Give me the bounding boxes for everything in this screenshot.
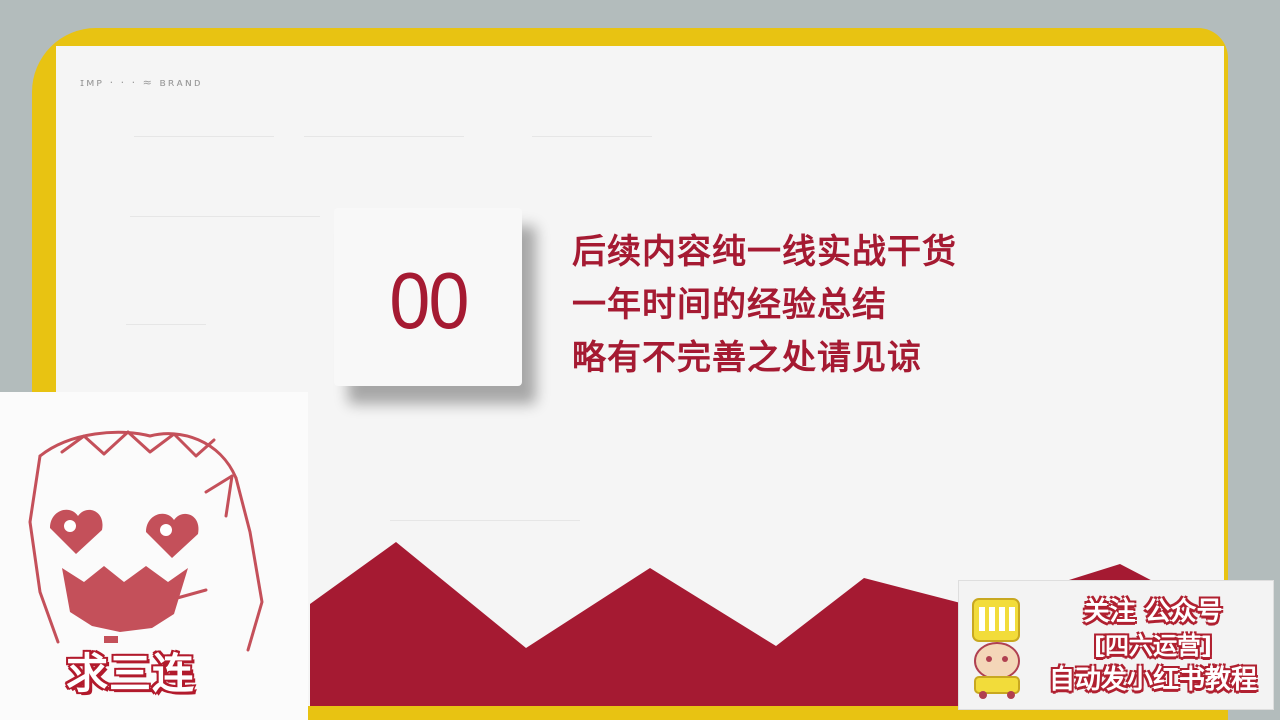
promo-panel: 关注 公众号 [四六运营] 自动发小红书教程 — [958, 580, 1274, 710]
promo-text-block: 关注 公众号 [四六运营] 自动发小红书教程 — [1035, 595, 1271, 697]
promo-line-2: [四六运营] — [1094, 632, 1212, 660]
mascot-panel: 求三连 — [0, 392, 308, 720]
promo-line-3: 自动发小红书教程 — [1048, 665, 1257, 695]
decorative-rule — [134, 136, 274, 137]
tagline-line-3: 略有不完善之处请见谅 — [572, 338, 922, 378]
decorative-rule — [532, 136, 652, 137]
cartoon-character-icon — [972, 598, 1020, 699]
decorative-rule — [130, 216, 320, 217]
section-number-card: 00 — [334, 208, 522, 386]
decorative-rule — [126, 324, 206, 325]
section-number: 00 — [388, 256, 469, 345]
anime-girl-mascot-icon — [28, 430, 264, 652]
tagline-block: 后续内容纯一线实战干货 一年时间的经验总结 略有不完善之处请见谅 — [572, 226, 957, 385]
cta-caption: 求三连 — [64, 648, 196, 700]
decorative-rule — [304, 136, 464, 137]
decorative-rule — [390, 520, 580, 521]
tagline-line-1: 后续内容纯一线实战干货 — [572, 232, 957, 272]
tagline-line-2: 一年时间的经验总结 — [572, 285, 887, 325]
promo-line-1: 关注 公众号 — [1083, 597, 1223, 627]
header-logo-text: ɪᴍᴘ · · · ≈ ʙʀᴀɴᴅ — [80, 76, 203, 89]
